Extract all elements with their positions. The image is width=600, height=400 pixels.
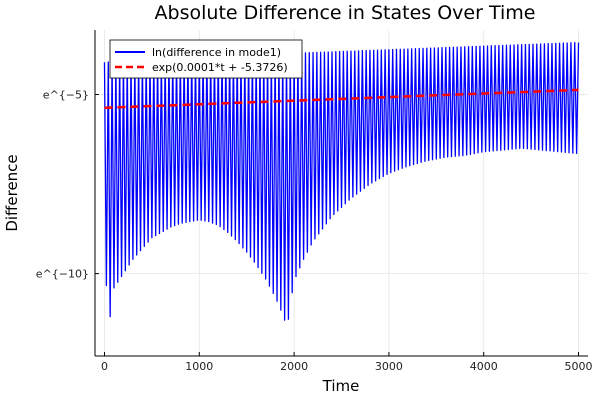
- chart-title: Absolute Difference in States Over Time: [155, 2, 536, 24]
- legend-label-fit: exp(0.0001*t + -5.3726): [152, 61, 288, 74]
- axes: [94, 30, 588, 357]
- legend-label-mode1: ln(difference in mode1): [152, 46, 281, 59]
- y-tick-label: e^{−10}: [36, 268, 89, 281]
- x-tick-label: 5000: [565, 360, 593, 373]
- tick-labels: 0 1000 2000 3000 4000 5000 e^{−5} e^{−10}: [36, 88, 593, 373]
- x-tick-label: 4000: [470, 360, 498, 373]
- x-tick-label: 3000: [375, 360, 403, 373]
- y-axis-label: Difference: [3, 154, 21, 231]
- series-line-fit: [104, 88, 579, 110]
- x-tick-label: 2000: [280, 360, 308, 373]
- legend: ln(difference in mode1) exp(0.0001*t + -…: [109, 39, 303, 79]
- series-line-mode1: [103, 42, 580, 321]
- x-tick-label: 1000: [185, 360, 213, 373]
- y-tick-label: e^{−5}: [43, 88, 89, 101]
- plot-area: [103, 42, 580, 321]
- legend-box: [109, 39, 303, 79]
- x-tick-label: 0: [101, 360, 108, 373]
- x-axis-label: Time: [322, 377, 360, 395]
